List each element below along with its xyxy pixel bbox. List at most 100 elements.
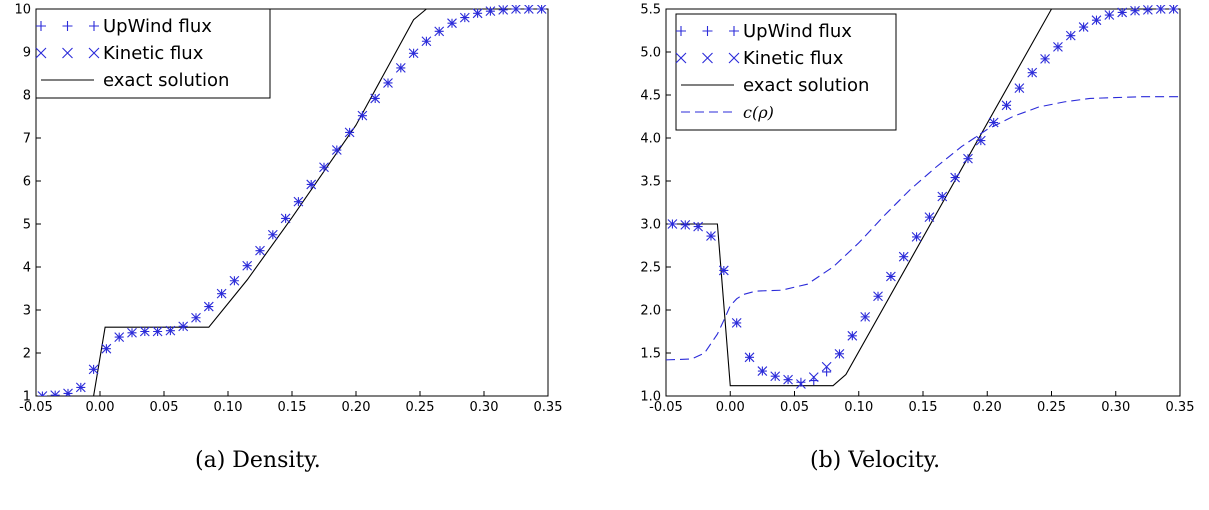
y-tick-label: 7 bbox=[23, 132, 31, 147]
legend-label: Kinetic flux bbox=[743, 48, 844, 69]
plus-marker bbox=[36, 21, 46, 31]
cross-marker bbox=[728, 52, 740, 64]
cross-marker bbox=[178, 321, 189, 332]
y-tick-label: 9 bbox=[23, 46, 31, 61]
cross-marker bbox=[1091, 15, 1102, 26]
cross-marker bbox=[421, 36, 432, 47]
cross-marker bbox=[127, 327, 137, 338]
cross-marker bbox=[702, 52, 713, 64]
cross-marker bbox=[706, 231, 716, 241]
cross-marker bbox=[331, 145, 342, 155]
cross-marker bbox=[1001, 100, 1012, 111]
x-tick-label: 0.20 bbox=[973, 400, 1002, 415]
cross-marker bbox=[191, 312, 201, 323]
cross-marker bbox=[924, 212, 935, 223]
cross-marker bbox=[229, 275, 240, 286]
cross-marker bbox=[511, 5, 521, 14]
cross-marker bbox=[88, 364, 99, 375]
cross-marker bbox=[873, 291, 883, 302]
cross-marker bbox=[860, 311, 871, 322]
density-panel: -0.05 0.00 0.05 0.10 0.15 0.20 0.25 0.30 0.35 1 2 3… bbox=[14, 3, 562, 416]
y-tick-label: 4.5 bbox=[640, 89, 661, 104]
cross-marker bbox=[114, 332, 125, 342]
c-rho-line bbox=[666, 96, 1180, 361]
legend-label: UpWind flux bbox=[743, 21, 852, 42]
x-tick-label: 0.15 bbox=[909, 400, 938, 415]
y-tick-label: 1.5 bbox=[640, 347, 661, 362]
legend-box bbox=[675, 13, 897, 131]
cross-marker bbox=[834, 348, 845, 359]
cross-marker bbox=[1117, 7, 1128, 18]
cross-marker bbox=[988, 117, 999, 128]
cross-marker bbox=[216, 288, 227, 299]
plus-marker bbox=[37, 391, 47, 396]
cross-marker bbox=[718, 265, 729, 276]
x-tick-label: 0.00 bbox=[86, 400, 115, 415]
plot-area bbox=[666, 5, 1180, 389]
cross-marker bbox=[1053, 41, 1063, 52]
plus-marker bbox=[62, 21, 73, 31]
y-tick-label: 5.5 bbox=[640, 3, 661, 18]
cross-marker bbox=[770, 371, 781, 382]
plus-marker bbox=[822, 367, 832, 377]
cross-marker bbox=[963, 153, 973, 164]
cross-marker bbox=[459, 12, 470, 23]
plus-marker bbox=[702, 26, 713, 36]
y-tick-label: 6 bbox=[23, 175, 31, 190]
x-tick-label: 0.00 bbox=[716, 400, 745, 415]
cross-marker bbox=[395, 63, 406, 73]
x-tick-label: -0.05 bbox=[649, 400, 683, 415]
cross-marker bbox=[357, 110, 368, 121]
cross-marker bbox=[63, 388, 73, 396]
cross-marker bbox=[472, 8, 483, 19]
plus-marker bbox=[89, 21, 99, 31]
x-tick-label: 0.10 bbox=[214, 400, 243, 415]
cross-marker bbox=[485, 6, 496, 17]
y-tick-label: 3 bbox=[23, 304, 31, 319]
y-tick-label: 1.0 bbox=[640, 390, 661, 405]
exact-solution-line bbox=[666, 8, 1180, 387]
x-tick-label: 0.30 bbox=[470, 400, 499, 415]
cross-marker bbox=[62, 47, 73, 59]
cross-marker bbox=[536, 5, 547, 14]
legend-label: exact solution bbox=[743, 75, 869, 96]
density-caption: (a) Density. bbox=[195, 448, 321, 473]
cross-marker bbox=[1014, 83, 1025, 94]
x-tick-label: 0.10 bbox=[844, 400, 873, 415]
legend: UpWind flux Kinetic flux exact solution bbox=[35, 8, 271, 99]
cross-marker bbox=[847, 330, 858, 341]
plus-marker bbox=[729, 26, 739, 36]
y-tick-label: 4.0 bbox=[640, 132, 661, 147]
cross-marker bbox=[408, 48, 419, 59]
y-tick-label: 2 bbox=[23, 347, 31, 362]
cross-marker bbox=[821, 361, 832, 372]
cross-marker bbox=[165, 325, 176, 336]
cross-marker bbox=[523, 5, 534, 14]
y-tick-label: 3.0 bbox=[640, 218, 661, 233]
cross-marker bbox=[37, 391, 48, 396]
cross-marker bbox=[383, 78, 393, 88]
cross-marker bbox=[152, 326, 163, 337]
y-tick-label: 2.0 bbox=[640, 304, 661, 319]
cross-marker bbox=[744, 352, 755, 363]
legend-label: Kinetic flux bbox=[103, 43, 204, 64]
cross-marker bbox=[280, 213, 291, 224]
cross-marker bbox=[680, 219, 691, 230]
cross-marker bbox=[1065, 30, 1076, 41]
cross-marker bbox=[344, 127, 355, 138]
cross-marker bbox=[447, 18, 457, 29]
cross-marker bbox=[1155, 5, 1166, 14]
cross-marker bbox=[242, 260, 253, 271]
cross-marker bbox=[911, 232, 922, 242]
cross-marker bbox=[255, 245, 265, 256]
x-tick-label: 0.05 bbox=[780, 400, 809, 415]
legend-label: c(ρ) bbox=[743, 103, 774, 122]
cross-marker bbox=[267, 229, 278, 240]
cross-marker bbox=[35, 47, 47, 59]
velocity-caption: (b) Velocity. bbox=[810, 448, 941, 473]
legend-box bbox=[35, 8, 271, 99]
cross-marker bbox=[306, 179, 317, 190]
cross-marker bbox=[693, 221, 704, 232]
cross-marker bbox=[757, 366, 768, 376]
